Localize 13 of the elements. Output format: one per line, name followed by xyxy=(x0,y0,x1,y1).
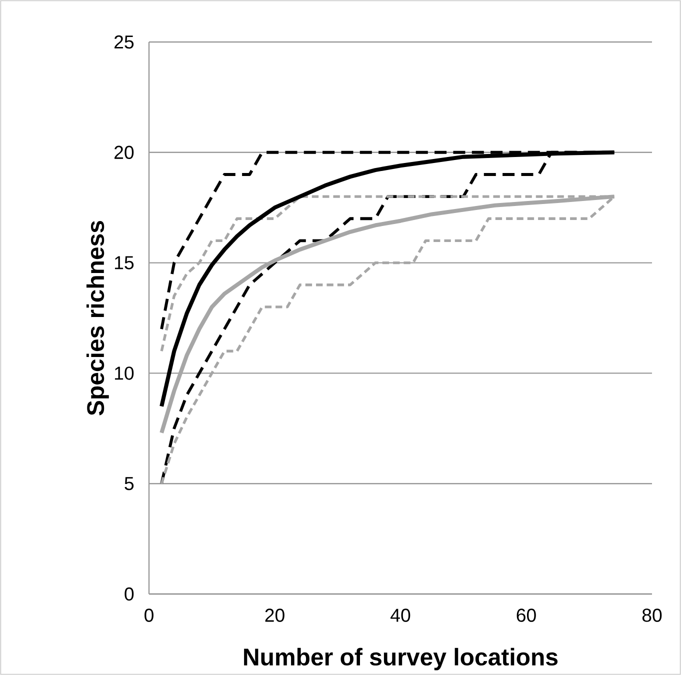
y-tick-label: 5 xyxy=(124,477,134,490)
x-tick-label: 20 xyxy=(265,608,284,622)
y-tick-label: 25 xyxy=(114,35,134,49)
y-tick-label: 10 xyxy=(114,366,134,380)
x-tick-label: 80 xyxy=(642,608,662,622)
x-tick-label: 40 xyxy=(390,608,410,622)
y-tick-label: 15 xyxy=(114,256,134,270)
y-tick-label: 0 xyxy=(124,587,134,601)
x-tick-label: 60 xyxy=(516,608,536,622)
x-tick-label: 0 xyxy=(144,608,154,622)
x-axis-title: Number of survey locations xyxy=(244,648,558,670)
y-axis-title: Species richness xyxy=(86,220,109,416)
y-tick-label: 20 xyxy=(114,146,134,160)
